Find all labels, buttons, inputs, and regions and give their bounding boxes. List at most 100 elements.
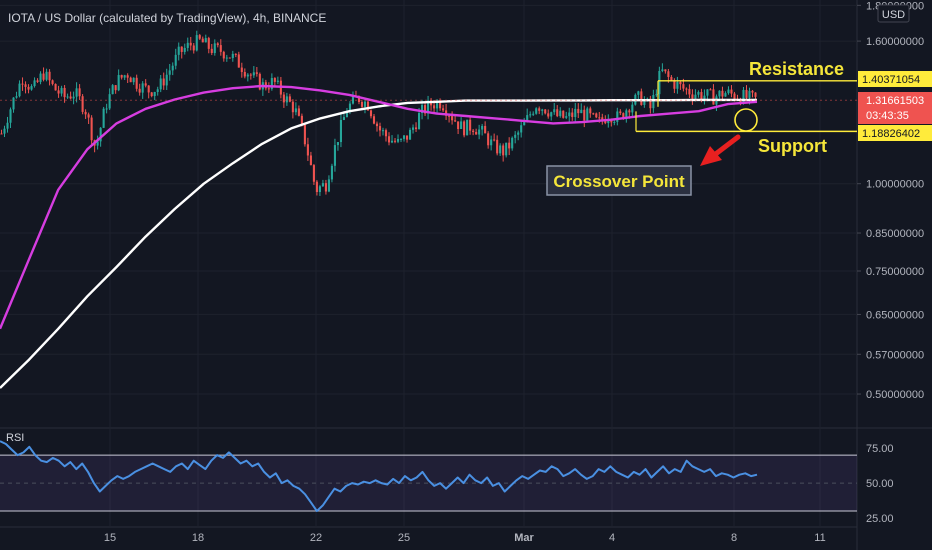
candle-down <box>451 116 454 121</box>
crossover-callout-box <box>546 165 692 196</box>
candle-up <box>436 101 439 109</box>
candle-up <box>105 108 108 110</box>
time-tick-label: 4 <box>609 532 615 544</box>
candle-up <box>481 125 484 130</box>
candle-up <box>270 78 273 89</box>
crossover-arrow-head <box>700 146 722 166</box>
support-annotation: Support <box>758 136 827 156</box>
candle-down <box>622 113 625 119</box>
candle-down <box>484 125 487 134</box>
candle-down <box>189 42 192 46</box>
candle-up <box>6 122 9 129</box>
currency-button[interactable] <box>877 4 910 23</box>
candle-down <box>721 90 724 97</box>
candle-down <box>273 78 276 82</box>
candle-down <box>147 85 150 93</box>
candle-down <box>496 139 499 154</box>
candle-up <box>418 113 421 130</box>
candle-up <box>45 71 48 80</box>
time-tick-label: 11 <box>814 532 825 544</box>
candle-down <box>81 96 84 112</box>
candle-up <box>231 53 234 59</box>
candle-down <box>457 121 460 129</box>
candle-up <box>60 87 63 94</box>
candle-up <box>132 77 135 83</box>
candle-down <box>463 121 466 136</box>
candle-down <box>48 71 51 81</box>
candle-down <box>589 108 592 114</box>
candle-up <box>168 70 171 75</box>
candle-down <box>198 35 201 39</box>
candle-down <box>649 98 652 109</box>
candle-up <box>718 90 721 97</box>
candle-down <box>114 85 117 91</box>
candle-down <box>69 96 72 99</box>
candle-down <box>442 108 445 111</box>
candle-up <box>18 83 21 97</box>
axes-layer: 1.800000001.600000001.000000000.85000000… <box>104 0 924 544</box>
candle-down <box>685 88 688 90</box>
candle-down <box>433 105 436 109</box>
price-tick-label: 1.00000000 <box>866 179 924 191</box>
candle-up <box>520 125 523 133</box>
candle-down <box>192 45 195 51</box>
candle-down <box>315 181 318 193</box>
candle-down <box>360 101 364 107</box>
resistance-price-value: 1.40371054 <box>862 74 920 86</box>
candle-up <box>72 96 75 99</box>
candle-up <box>607 119 610 124</box>
candle-up <box>703 95 706 100</box>
candle-down <box>628 110 631 113</box>
candle-up <box>396 139 400 142</box>
candle-up <box>318 186 321 193</box>
candle-up <box>724 93 727 97</box>
candle-down <box>475 131 478 135</box>
candle-down <box>306 144 309 156</box>
candle-up <box>541 109 544 111</box>
candle-up <box>466 119 469 136</box>
candle-down <box>700 92 703 100</box>
candle-up <box>408 129 412 140</box>
candle-down <box>640 91 643 105</box>
candle-down <box>267 88 270 90</box>
crossover-annotation: Crossover Point <box>553 172 685 191</box>
candle-down <box>571 112 574 117</box>
candle-up <box>658 70 661 95</box>
candle-up <box>66 96 69 98</box>
candle-down <box>138 88 141 93</box>
candle-up <box>676 82 679 89</box>
candle-down <box>240 67 243 72</box>
candle-down <box>243 71 246 77</box>
candle-down <box>664 69 667 72</box>
candle-down <box>234 53 237 55</box>
candle-up <box>427 100 430 114</box>
candle-up <box>499 145 502 154</box>
candle-down <box>448 115 451 117</box>
candle-up <box>186 42 189 48</box>
candle-down <box>592 113 595 115</box>
candle-down <box>439 101 442 109</box>
candle-up <box>183 47 186 52</box>
time-tick-label: 15 <box>104 532 116 544</box>
candle-down <box>24 84 27 87</box>
rsi-line <box>0 440 758 512</box>
candle-down <box>472 130 475 132</box>
candle-up <box>550 112 553 117</box>
candle-down <box>384 130 388 137</box>
candle-down <box>667 71 670 77</box>
candle-down <box>126 75 129 78</box>
candle-up <box>3 128 6 134</box>
candle-up <box>526 115 529 122</box>
candle-up <box>553 109 556 113</box>
candle-down <box>712 89 715 105</box>
candle-up <box>195 35 198 51</box>
candle-up <box>706 89 709 96</box>
rsi-tick-label: 25.00 <box>866 513 894 525</box>
candle-up <box>171 65 174 71</box>
price-tick-label: 0.85000000 <box>866 228 924 240</box>
price-tick-label: 1.60000000 <box>866 36 924 48</box>
candle-down <box>84 111 87 115</box>
candle-up <box>505 142 508 156</box>
candle-up <box>574 108 577 117</box>
